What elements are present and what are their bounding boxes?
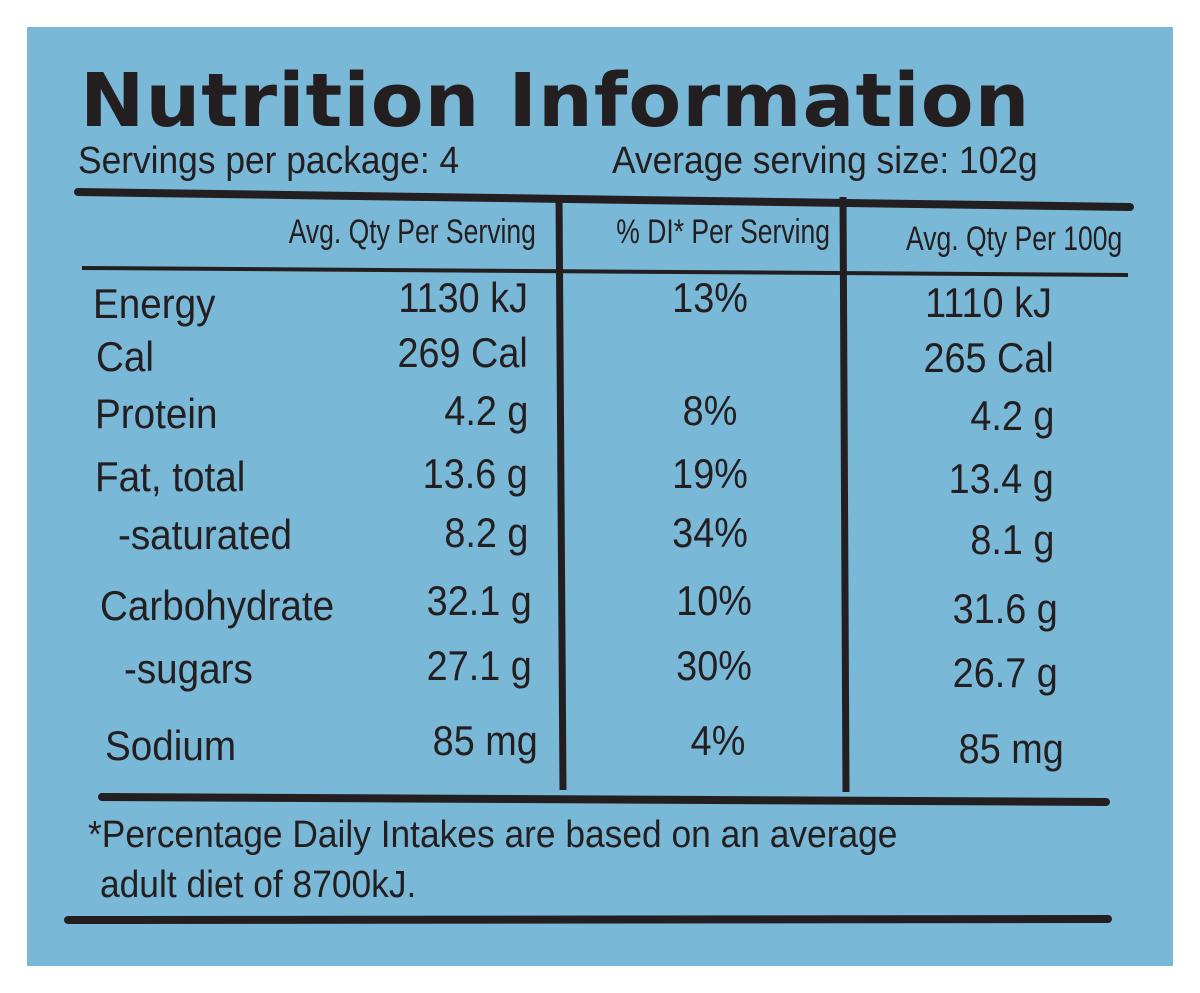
row-label-fat-total: Fat, total	[95, 453, 246, 500]
per-100g-carbohydrate: 31.6 g	[952, 585, 1058, 632]
rule-top	[74, 188, 1134, 211]
per-100g-cal: 265 Cal	[923, 334, 1054, 381]
di-saturated: 34%	[672, 509, 748, 556]
page-title: Nutrition Information	[80, 58, 1031, 144]
per-100g-sodium: 85 mg	[958, 725, 1064, 772]
column-header-per-serving: Avg. Qty Per Serving	[288, 213, 536, 251]
per-serving-sugars: 27.1 g	[426, 642, 532, 689]
rule-footer	[64, 915, 1112, 924]
di-fat-total: 19%	[672, 450, 748, 497]
nutrition-panel	[27, 27, 1173, 966]
di-protein: 8%	[682, 387, 738, 434]
per-100g-protein: 4.2 g	[969, 392, 1054, 439]
per-serving-saturated: 8.2 g	[443, 509, 528, 556]
column-header-per-100g: Avg. Qty Per 100g	[905, 220, 1122, 258]
row-label-cal: Cal	[96, 333, 154, 380]
row-label-energy: Energy	[93, 280, 216, 327]
per-100g-energy: 1110 kJ	[925, 279, 1052, 326]
per-serving-energy: 1130 kJ	[398, 274, 528, 321]
servings-per-package: Servings per package: 4	[78, 140, 460, 182]
di-energy: 13%	[672, 274, 748, 321]
row-label-protein: Protein	[95, 390, 218, 437]
rule-header	[81, 266, 1129, 277]
per-serving-fat-total: 13.6 g	[422, 450, 528, 497]
divider-2	[839, 196, 850, 793]
per-100g-saturated: 8.1 g	[969, 516, 1054, 563]
divider-1	[555, 194, 567, 791]
di-sugars: 30%	[676, 642, 752, 689]
per-serving-sodium: 85 mg	[432, 717, 538, 764]
di-sodium: 4%	[690, 717, 746, 764]
row-label-sodium: Sodium	[105, 722, 237, 769]
di-carbohydrate: 10%	[676, 577, 752, 624]
per-serving-cal: 269 Cal	[397, 329, 528, 376]
row-label-sugars: -sugars	[124, 645, 253, 692]
column-header-di: % DI* Per Serving	[616, 213, 830, 251]
rule-bottom	[98, 793, 1110, 806]
row-label-carbohydrate: Carbohydrate	[100, 582, 335, 629]
per-100g-sugars: 26.7 g	[952, 649, 1058, 696]
per-serving-protein: 4.2 g	[443, 387, 528, 434]
footnote-line-1: *Percentage Daily Intakes are based on a…	[88, 814, 898, 856]
average-serving-size: Average serving size: 102g	[612, 140, 1038, 182]
per-100g-fat-total: 13.4 g	[948, 455, 1054, 502]
row-label-saturated: -saturated	[118, 511, 292, 558]
per-serving-carbohydrate: 32.1 g	[426, 577, 532, 624]
footnote-line-2: adult diet of 8700kJ.	[100, 864, 417, 906]
